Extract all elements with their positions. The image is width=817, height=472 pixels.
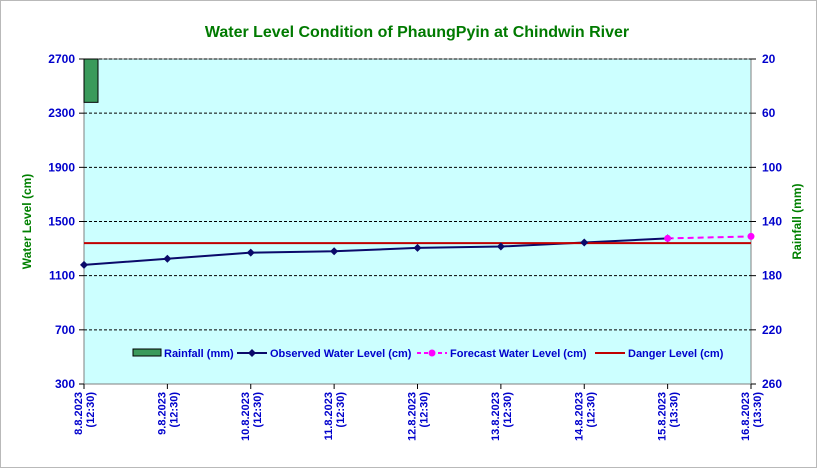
left-axis-ticks: 2700 2300 1900 1500 1100 700 300 xyxy=(48,52,84,391)
right-tick-label: 20 xyxy=(762,52,776,66)
right-tick-label: 60 xyxy=(762,106,776,120)
rainfall-bars xyxy=(83,58,99,103)
x-tick-label: 12.8.2023 (12:30) xyxy=(407,392,431,441)
x-tick-time: (12:30) xyxy=(252,392,264,428)
legend-item: Observed Water Level (cm) xyxy=(237,348,412,360)
chart-title: Water Level Condition of PhaungPyin at C… xyxy=(205,24,629,41)
x-tick-time: (12:30) xyxy=(419,392,431,428)
observed-point xyxy=(80,260,88,269)
series-lines xyxy=(83,235,752,266)
x-tick-date: 15.8.2023 xyxy=(657,392,669,441)
legend: Rainfall (mm) Observed Water Level (cm) Fo… xyxy=(132,348,724,360)
x-tick-label: 13.8.2023 (12:30) xyxy=(490,392,514,441)
x-tick-time: (12:30) xyxy=(168,392,180,428)
right-axis-ticks: 20 60 100 140 180 220 260 xyxy=(751,52,782,391)
x-tick-date: 13.8.2023 xyxy=(490,392,502,441)
legend-item: Danger Level (cm) xyxy=(595,348,724,360)
series-markers xyxy=(80,232,755,269)
forecast-point xyxy=(747,232,755,240)
left-tick-label: 2300 xyxy=(48,106,75,120)
right-tick-label: 140 xyxy=(762,215,782,229)
left-axis-title: Water Level (cm) xyxy=(20,174,34,270)
x-tick-label: 10.8.2023 (12:30) xyxy=(240,392,264,441)
left-tick-label: 300 xyxy=(55,377,75,391)
x-tick-date: 10.8.2023 xyxy=(240,392,252,441)
x-tick-label: 15.8.2023 (13:30) xyxy=(657,392,681,441)
x-axis-ticks: 8.8.2023 (12:30) 9.8.2023 (12:30) 10.8.2023(… xyxy=(73,384,764,441)
legend-label: Danger Level (cm) xyxy=(628,348,724,360)
x-tick-time: (12:30) xyxy=(585,392,597,428)
legend-marker xyxy=(428,349,436,357)
x-tick-time: (12:30) xyxy=(502,392,514,428)
observed-point xyxy=(163,254,172,263)
legend-marker xyxy=(248,349,256,357)
x-tick-time: (13:30) xyxy=(752,392,764,428)
right-tick-label: 220 xyxy=(762,323,782,337)
grid xyxy=(84,58,751,331)
x-tick-date: 16.8.2023 xyxy=(740,392,752,441)
x-tick-date: 11.8.2023 xyxy=(323,392,335,440)
legend-label: Rainfall (mm) xyxy=(164,348,234,360)
legend-item: Forecast Water Level (cm) xyxy=(417,348,587,360)
x-tick-time: (13:30) xyxy=(669,392,681,428)
left-tick-label: 1900 xyxy=(48,160,75,174)
left-tick-label: 700 xyxy=(55,323,75,337)
x-tick-label: 8.8.2023 (12:30) xyxy=(73,392,97,435)
right-tick-label: 180 xyxy=(762,269,782,283)
legend-swatch-rainfall xyxy=(132,348,162,357)
forecast-point xyxy=(664,234,672,242)
forecast-line xyxy=(667,235,752,240)
x-tick-date: 12.8.2023 xyxy=(407,392,419,441)
rainfall-bar xyxy=(83,58,99,103)
right-axis-title: Rainfall (mm) xyxy=(790,183,804,259)
observed-point xyxy=(330,247,339,256)
x-tick-label: 9.8.2023 (12:30) xyxy=(156,392,180,435)
x-tick-date: 14.8.2023 xyxy=(573,392,585,441)
left-tick-label: 1100 xyxy=(49,269,75,283)
x-tick-label: 14.8.2023 (12:30) xyxy=(573,392,597,441)
x-tick-date: 9.8.2023 xyxy=(156,392,168,435)
x-tick-label: 16.8.2023 (13:30) xyxy=(740,392,764,441)
left-tick-label: 2700 xyxy=(48,52,75,66)
right-tick-label: 260 xyxy=(762,377,782,391)
observed-point xyxy=(496,242,505,251)
x-tick-label: 11.8.2023 (12:30) xyxy=(323,392,347,441)
observed-point xyxy=(580,238,589,247)
observed-point xyxy=(246,248,255,257)
left-tick-label: 1500 xyxy=(48,215,75,229)
legend-label: Forecast Water Level (cm) xyxy=(450,348,587,360)
observed-point xyxy=(413,243,422,252)
x-tick-time: (12:30) xyxy=(85,392,97,428)
legend-item: Rainfall (mm) xyxy=(132,348,234,360)
x-tick-time: (12:30) xyxy=(335,392,347,428)
right-tick-label: 100 xyxy=(762,160,782,174)
x-tick-date: 8.8.2023 xyxy=(73,392,85,435)
legend-label: Observed Water Level (cm) xyxy=(270,348,412,360)
